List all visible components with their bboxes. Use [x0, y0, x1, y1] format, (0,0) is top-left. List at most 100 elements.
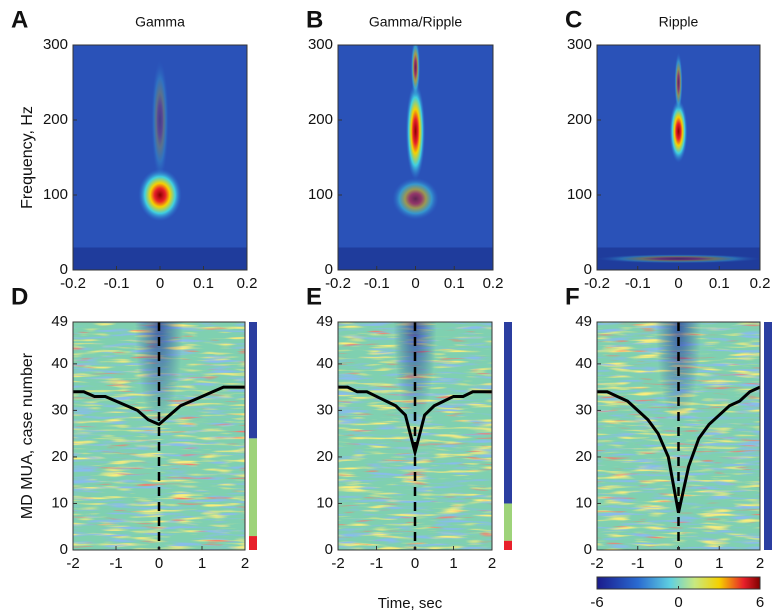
y-tick-label: 200	[308, 111, 333, 128]
x-tick-label: -0.1	[104, 275, 130, 292]
x-tick-label: 0	[155, 555, 163, 572]
y-tick-label: 49	[316, 313, 333, 330]
y-tick-label: 40	[575, 355, 592, 372]
plot-area	[73, 322, 245, 550]
y-tick-label: 10	[51, 494, 68, 511]
mean-curve	[73, 385, 245, 427]
x-tick-label: -1	[631, 555, 644, 572]
y-tick-label: 300	[43, 36, 68, 53]
panel-letter: E	[306, 283, 322, 310]
x-tick-label: 2	[488, 555, 496, 572]
plot-area	[338, 45, 493, 270]
heatmap-blob	[410, 45, 421, 98]
x-tick-label: -2	[66, 555, 79, 572]
x-tick-label: 0.2	[750, 275, 771, 292]
y-tick-label: 49	[575, 313, 592, 330]
heatmap-blob	[674, 52, 683, 113]
y-tick-label: 300	[567, 36, 592, 53]
x-tick-label: 1	[198, 555, 206, 572]
y-tick-label: 10	[575, 494, 592, 511]
x-tick-label: 1	[449, 555, 457, 572]
x-tick-label: -1	[109, 555, 122, 572]
heatmap-band	[73, 247, 247, 270]
y-tick-label: 40	[51, 355, 68, 372]
y-tick-label: 30	[51, 401, 68, 418]
heatmap-blob	[669, 99, 688, 163]
y-tick-label: 20	[575, 448, 592, 465]
y-tick-label: 30	[575, 401, 592, 418]
mean-curve	[597, 385, 761, 514]
x-tick-label: -0.2	[60, 275, 86, 292]
plot-area	[73, 45, 247, 270]
y-tick-label: 100	[567, 186, 592, 203]
heatmap-band	[338, 247, 493, 270]
mean-curve	[338, 385, 492, 459]
x-tick-label: 0	[156, 275, 164, 292]
y-tick-label: 0	[584, 541, 592, 558]
colorbar-tick-label: 6	[756, 594, 764, 611]
y-axis-label: Frequency, Hz	[19, 106, 36, 209]
panel-letter: F	[565, 283, 580, 310]
group-bar	[504, 322, 512, 504]
x-tick-label: 0.1	[193, 275, 214, 292]
x-tick-label: -2	[590, 555, 603, 572]
y-tick-label: 100	[43, 186, 68, 203]
panel-letter: A	[11, 6, 28, 33]
y-tick-label: 200	[567, 111, 592, 128]
y-axis-label: MD MUA, case number	[19, 352, 36, 519]
colorbar-tick-label: 0	[674, 594, 682, 611]
x-tick-label: 0.1	[709, 275, 730, 292]
x-tick-label: 2	[241, 555, 249, 572]
x-tick-label: 0.2	[483, 275, 504, 292]
plot-area	[338, 322, 492, 550]
y-tick-label: 300	[308, 36, 333, 53]
heatmap-blob	[405, 82, 426, 180]
x-tick-label: -0.1	[364, 275, 390, 292]
x-tick-label: -0.2	[325, 275, 351, 292]
group-bar	[249, 536, 257, 550]
y-tick-label: 40	[316, 355, 333, 372]
x-tick-label: 0	[674, 555, 682, 572]
x-axis-label: Time, sec	[378, 595, 443, 612]
panel-title: Gamma/Ripple	[369, 14, 463, 30]
y-tick-label: 0	[584, 261, 592, 278]
y-tick-label: 0	[60, 541, 68, 558]
colorbar-tick-label: -6	[590, 594, 603, 611]
x-tick-label: -0.2	[584, 275, 610, 292]
y-tick-label: 100	[308, 186, 333, 203]
y-tick-label: 49	[51, 313, 68, 330]
heatmap-blob	[597, 254, 760, 264]
panel-title: Gamma	[135, 14, 185, 30]
x-tick-label: -1	[370, 555, 383, 572]
group-bar	[249, 438, 257, 537]
panel-letter: B	[306, 6, 323, 33]
x-tick-label: 0	[411, 275, 419, 292]
group-bar	[504, 540, 512, 550]
panel-title: Ripple	[659, 14, 699, 30]
x-tick-label: -2	[331, 555, 344, 572]
x-tick-label: 0	[411, 555, 419, 572]
heatmap-blob	[392, 177, 439, 220]
y-tick-label: 20	[316, 448, 333, 465]
plot-area	[597, 45, 760, 270]
x-tick-label: 1	[715, 555, 723, 572]
y-tick-label: 0	[325, 541, 333, 558]
x-tick-label: -0.1	[625, 275, 651, 292]
x-tick-label: 0	[674, 275, 682, 292]
y-tick-label: 10	[316, 494, 333, 511]
x-tick-label: 2	[756, 555, 764, 572]
heatmap-blob	[151, 60, 169, 180]
group-bar	[764, 322, 772, 550]
y-tick-label: 0	[325, 261, 333, 278]
panel-letter: D	[11, 283, 28, 310]
y-tick-label: 0	[60, 261, 68, 278]
y-tick-label: 200	[43, 111, 68, 128]
group-bar	[249, 322, 257, 439]
x-tick-label: 0.1	[444, 275, 465, 292]
y-tick-label: 30	[316, 401, 333, 418]
y-tick-label: 20	[51, 448, 68, 465]
group-bar	[504, 503, 512, 541]
heatmap-blob	[138, 168, 182, 222]
x-tick-label: 0.2	[237, 275, 258, 292]
